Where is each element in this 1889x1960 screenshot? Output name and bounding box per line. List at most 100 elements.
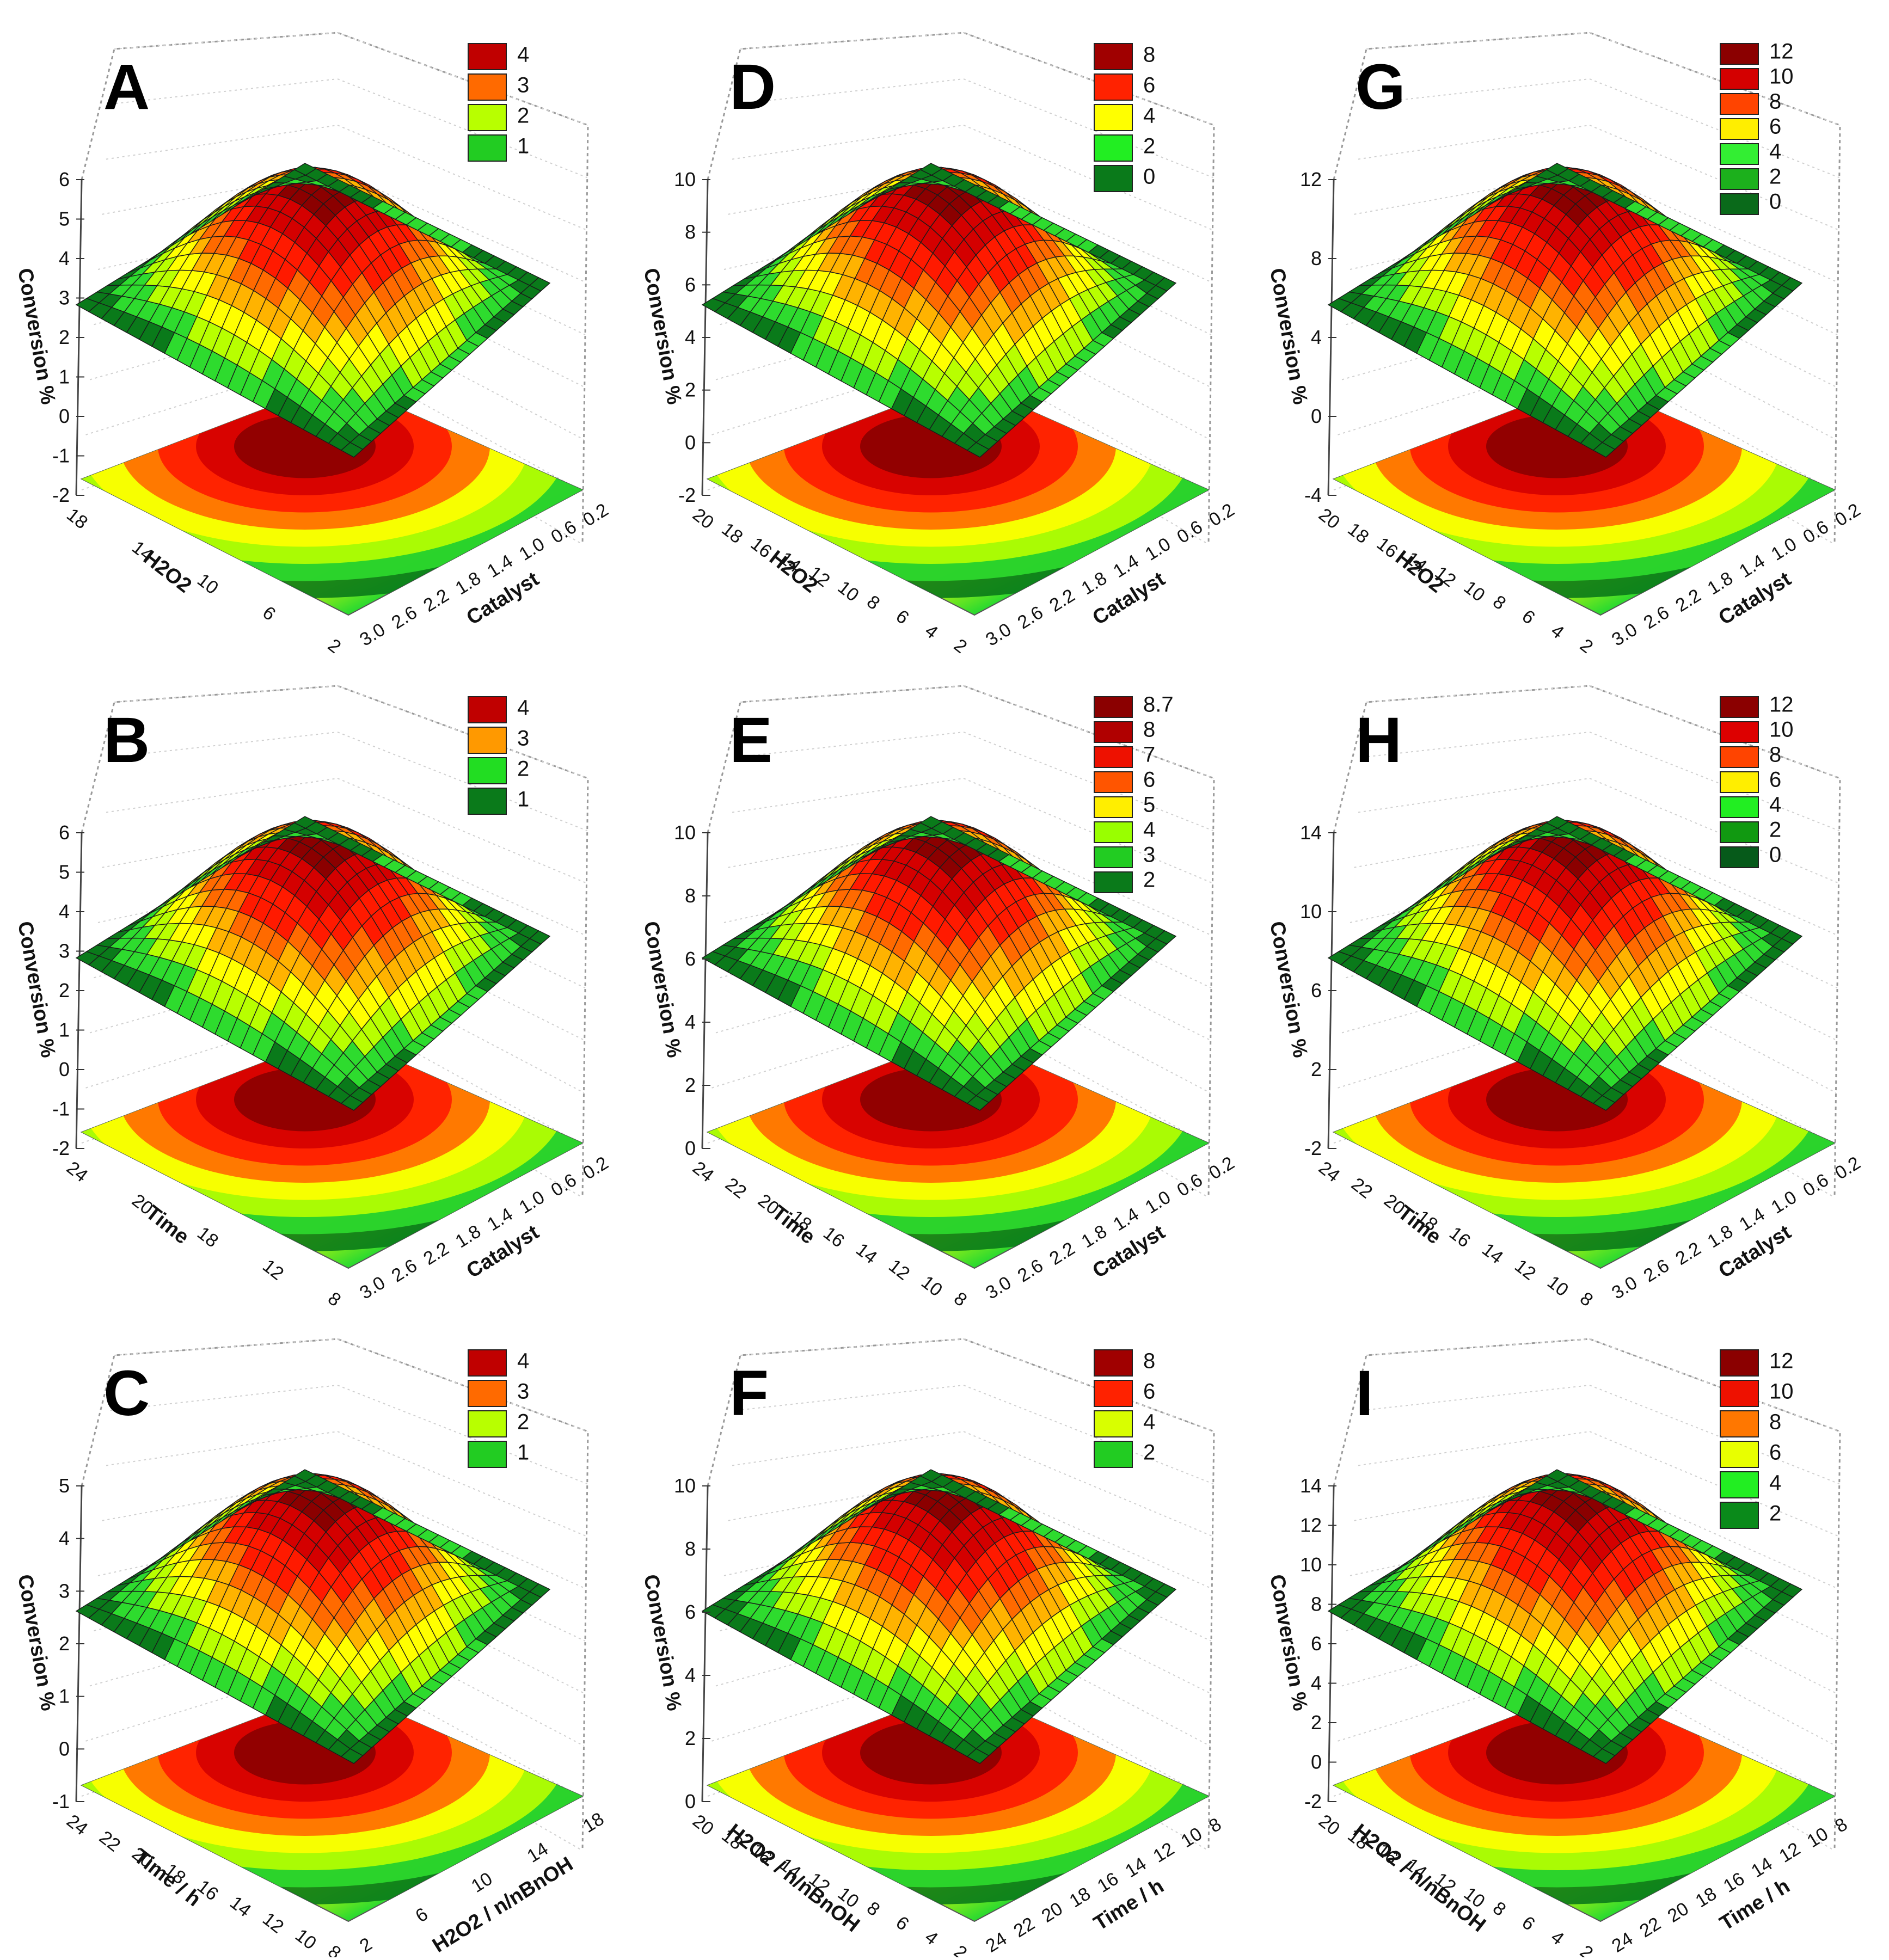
legend-swatch — [1094, 872, 1132, 893]
legend-label: 4 — [1769, 793, 1781, 817]
z-axis-label: Conversion % — [1265, 266, 1311, 406]
legend-label: 8 — [1143, 1349, 1155, 1373]
y-tick-label: 1.0 — [1142, 533, 1174, 564]
z-tick-label: -4 — [1304, 484, 1322, 506]
legend-label: 10 — [1769, 65, 1794, 89]
z-axis-line — [702, 833, 708, 1148]
x-tick-label: 8 — [324, 1288, 345, 1311]
legend-swatch — [1720, 772, 1758, 792]
x-tick-label: 8 — [1489, 591, 1510, 614]
legend-label: 2 — [1143, 1441, 1155, 1465]
legend-label: 8.7 — [1143, 693, 1174, 717]
y-tick-label: 10 — [468, 1869, 496, 1897]
legend-label: 12 — [1769, 40, 1794, 64]
y-tick-label: 2.6 — [1014, 1255, 1047, 1286]
y-tick-label: 0.6 — [1174, 517, 1206, 548]
y-tick-label: 20 — [1038, 1898, 1066, 1927]
legend-label: 2 — [517, 1410, 529, 1434]
z-tick-label: 6 — [59, 821, 70, 844]
z-tick-label: 4 — [1311, 326, 1322, 348]
legend-label: 4 — [1143, 818, 1155, 842]
y-tick-label: 1.4 — [1109, 1204, 1142, 1235]
panel-label: A — [103, 51, 150, 123]
z-axis-label: Conversion % — [639, 1572, 685, 1712]
y-tick-label: 0.6 — [1800, 1170, 1832, 1201]
response-surface — [702, 1470, 1176, 1764]
z-axis-label: Conversion % — [13, 266, 59, 406]
legend-label: 4 — [517, 1349, 529, 1373]
y-tick-label: 24 — [982, 1928, 1010, 1957]
z-axis-line — [702, 1486, 708, 1802]
legend-label: 0 — [1143, 165, 1155, 189]
legend-label: 8 — [1143, 43, 1155, 67]
legend-swatch — [1720, 822, 1758, 843]
z-tick-label: 4 — [685, 326, 696, 348]
x-tick-label: 10 — [917, 1271, 946, 1300]
z-tick-label: 10 — [674, 821, 696, 844]
z-tick-label: 4 — [685, 1664, 696, 1686]
x-tick-label: 6 — [259, 602, 279, 625]
y-tick-label: 14 — [524, 1839, 552, 1867]
x-tick-label: 18 — [193, 1222, 222, 1251]
gridline — [114, 33, 338, 49]
gridline — [106, 1431, 338, 1466]
legend-swatch — [1094, 165, 1132, 192]
y-tick-label: 1.8 — [1704, 568, 1737, 599]
legend-label: 5 — [1143, 793, 1155, 817]
x-tick-label: 14 — [852, 1239, 881, 1268]
z-tick-label: 0 — [59, 1058, 70, 1080]
gridline — [740, 686, 964, 702]
gridline — [732, 778, 964, 813]
legend-swatch — [1720, 94, 1758, 114]
legend-swatch — [468, 788, 506, 814]
y-tick-label: 2.6 — [388, 1255, 421, 1286]
legend-swatch — [1094, 747, 1132, 767]
z-tick-label: 6 — [685, 273, 696, 296]
legend-swatch — [1094, 1380, 1132, 1406]
y-tick-label: 3.0 — [1608, 619, 1641, 650]
y-tick-label: 3.0 — [356, 619, 389, 650]
x-tick-label: 14 — [1478, 1239, 1507, 1268]
gridline — [964, 732, 1213, 831]
legend-swatch — [1720, 847, 1758, 868]
z-tick-label: 1 — [59, 1019, 70, 1041]
x-tick-label: 12 — [1511, 1255, 1540, 1284]
legend-label: 6 — [1143, 73, 1155, 97]
y-tick-label: 3.0 — [356, 1273, 389, 1304]
z-tick-label: -2 — [1304, 1137, 1322, 1159]
panel-label: H — [1356, 704, 1402, 776]
y-tick-label: 0.6 — [1174, 1170, 1206, 1201]
legend-label: 6 — [1769, 768, 1781, 792]
legend-label: 6 — [1143, 768, 1155, 792]
panel-label: F — [729, 1357, 769, 1429]
z-tick-label: 3 — [59, 940, 70, 962]
x-tick-label: 4 — [1547, 620, 1568, 643]
legend-swatch — [1720, 697, 1758, 717]
legend-label: 7 — [1143, 743, 1155, 767]
y-tick-label: 0.6 — [548, 1170, 580, 1201]
x-tick-label: 24 — [1315, 1157, 1344, 1186]
legend-swatch — [1094, 1441, 1132, 1467]
legend-label: 6 — [1769, 115, 1781, 139]
y-tick-label: 3.0 — [1608, 1273, 1641, 1304]
z-tick-label: 4 — [59, 247, 70, 269]
gridline — [964, 79, 1213, 177]
y-tick-label: 2.2 — [1672, 1238, 1704, 1269]
legend-swatch — [1094, 1350, 1132, 1376]
gridline — [737, 1385, 964, 1410]
gridline — [1358, 125, 1590, 159]
y-tick-label: 1.0 — [1768, 1187, 1800, 1218]
x-tick-label: 6 — [892, 606, 912, 629]
legend-swatch — [1720, 722, 1758, 742]
x-tick-label: 18 — [717, 519, 746, 548]
legend-swatch — [1094, 697, 1132, 717]
legend-swatch — [1094, 822, 1132, 843]
